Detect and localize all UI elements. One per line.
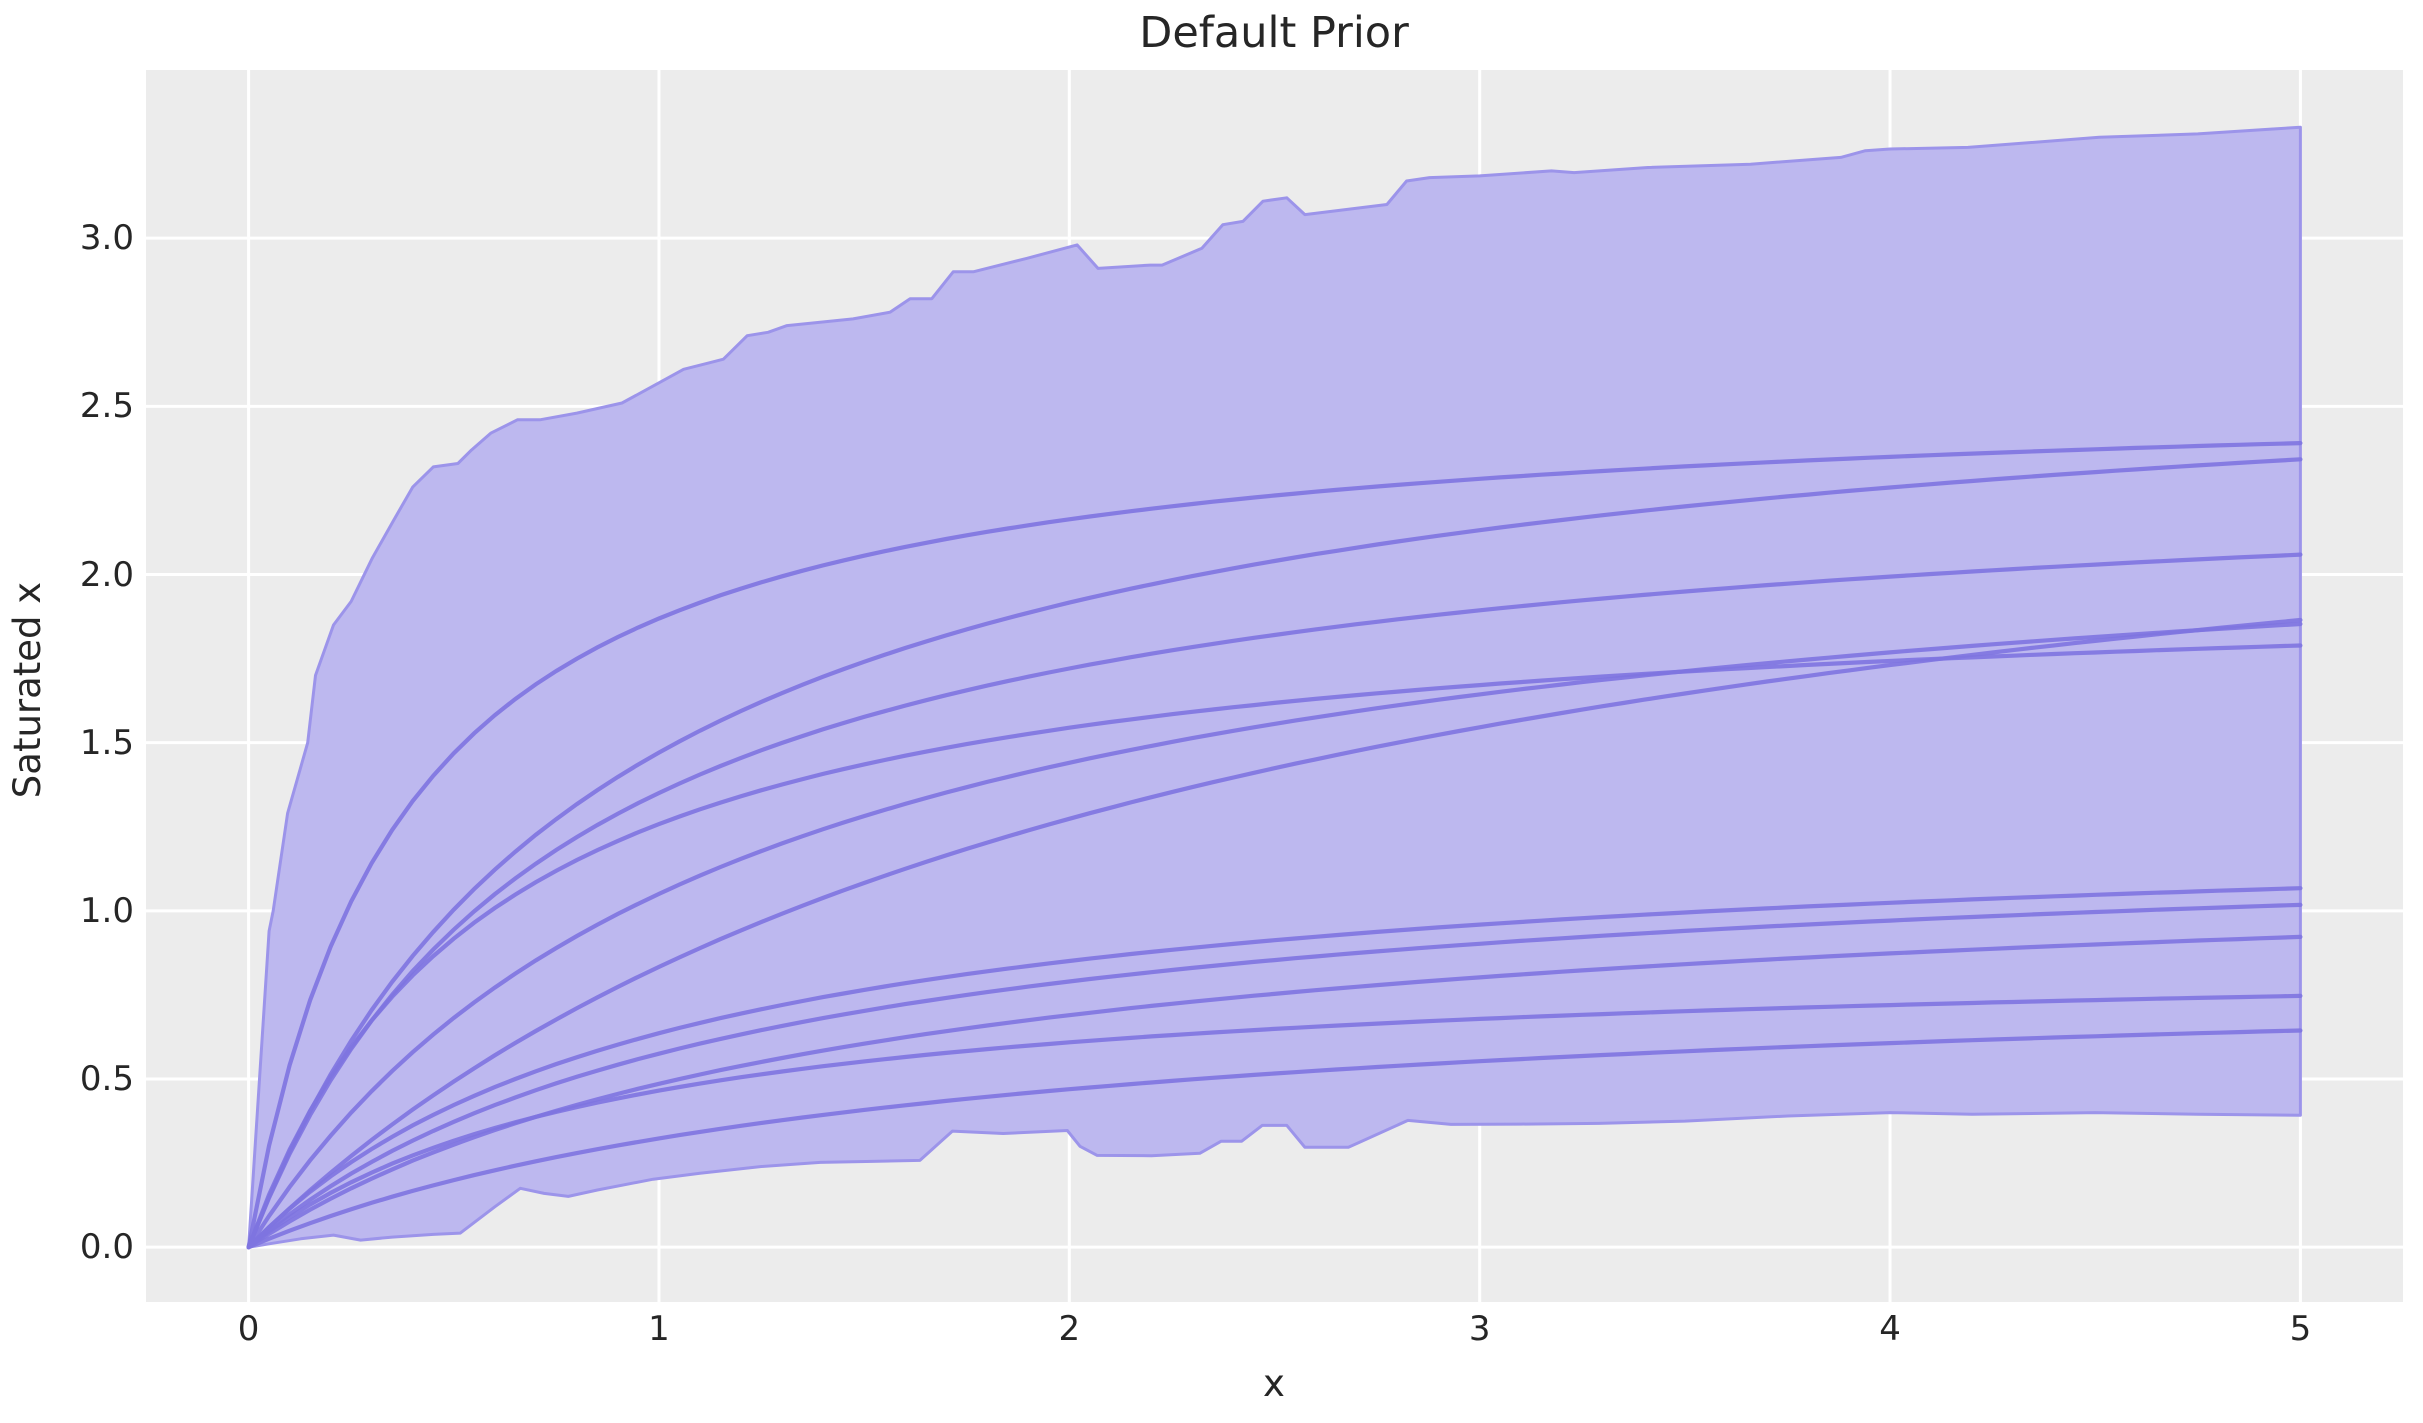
prior-sample-curve [246, 886, 2303, 1250]
x-tick-label: 4 [1879, 1309, 1901, 1349]
y-tick-label: 0.0 [79, 1227, 134, 1268]
x-tick-label: 5 [2289, 1309, 2312, 1349]
y-axis-label: Saturated x [6, 581, 49, 799]
prior-sample-curve [246, 643, 2303, 1250]
y-tick-label: 2.0 [79, 554, 134, 595]
prior-sample-curve [246, 993, 2303, 1250]
prior-sample-curve [246, 1028, 2303, 1250]
y-tick-label: 0.5 [79, 1059, 134, 1099]
x-tick-label: 2 [1058, 1309, 1081, 1349]
prior-sample-curve [246, 934, 2303, 1250]
x-tick-label: 3 [1468, 1309, 1491, 1349]
prior-sample-curve [246, 457, 2303, 1250]
prior-hdi-band [247, 125, 2302, 1249]
x-tick-label: 1 [648, 1309, 670, 1349]
prior-sample-curve [246, 902, 2303, 1250]
prior-sample-curve [246, 621, 2303, 1250]
x-axis-label: x [1263, 1362, 1285, 1405]
y-tick-label: 1.5 [79, 722, 134, 763]
y-tick-label: 2.5 [79, 386, 134, 427]
chart-title: Default Prior [1139, 8, 1409, 58]
y-tick-label: 1.0 [79, 890, 134, 931]
prior-sample-curve [246, 441, 2303, 1250]
x-tick-label: 0 [237, 1309, 260, 1349]
y-tick-label: 3.0 [79, 218, 134, 259]
prior-sample-curve [246, 552, 2303, 1250]
